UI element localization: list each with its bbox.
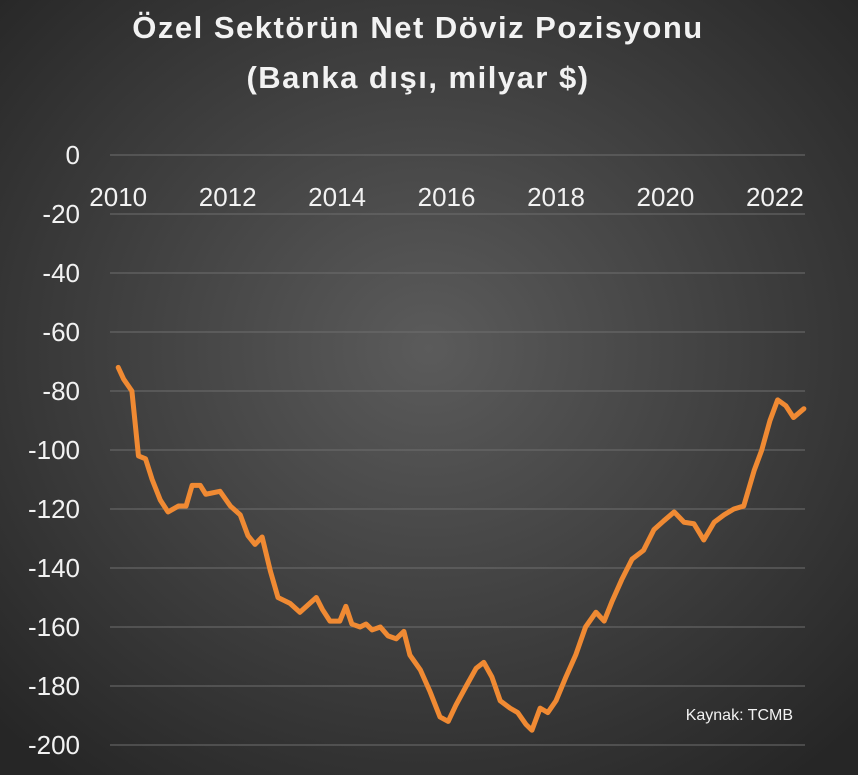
- series-line: [115, 364, 807, 733]
- y-tick-label: -60: [42, 317, 80, 347]
- x-tick-label: 2010: [89, 182, 147, 212]
- x-tick-label: 2014: [308, 182, 366, 212]
- y-tick-label: -160: [28, 612, 80, 642]
- y-tick-label: 0: [66, 140, 80, 170]
- y-tick-label: -200: [28, 730, 80, 760]
- x-tick-label: 2018: [527, 182, 585, 212]
- x-tick-label: 2020: [637, 182, 695, 212]
- y-tick-label: -20: [42, 199, 80, 229]
- source-note: Kaynak: TCMB: [686, 707, 793, 724]
- y-tick-label: -80: [42, 376, 80, 406]
- x-tick-label: 2016: [418, 182, 476, 212]
- x-tick-label: 2022: [746, 182, 804, 212]
- x-tick-label: 2012: [199, 182, 257, 212]
- y-tick-label: -100: [28, 435, 80, 465]
- chart-title: Özel Sektörün Net Döviz Pozisyonu: [132, 10, 703, 45]
- chart-subtitle: (Banka dışı, milyar $): [246, 60, 589, 95]
- y-tick-label: -180: [28, 671, 80, 701]
- y-tick-label: -140: [28, 553, 80, 583]
- y-tick-label: -40: [42, 258, 80, 288]
- y-tick-label: -120: [28, 494, 80, 524]
